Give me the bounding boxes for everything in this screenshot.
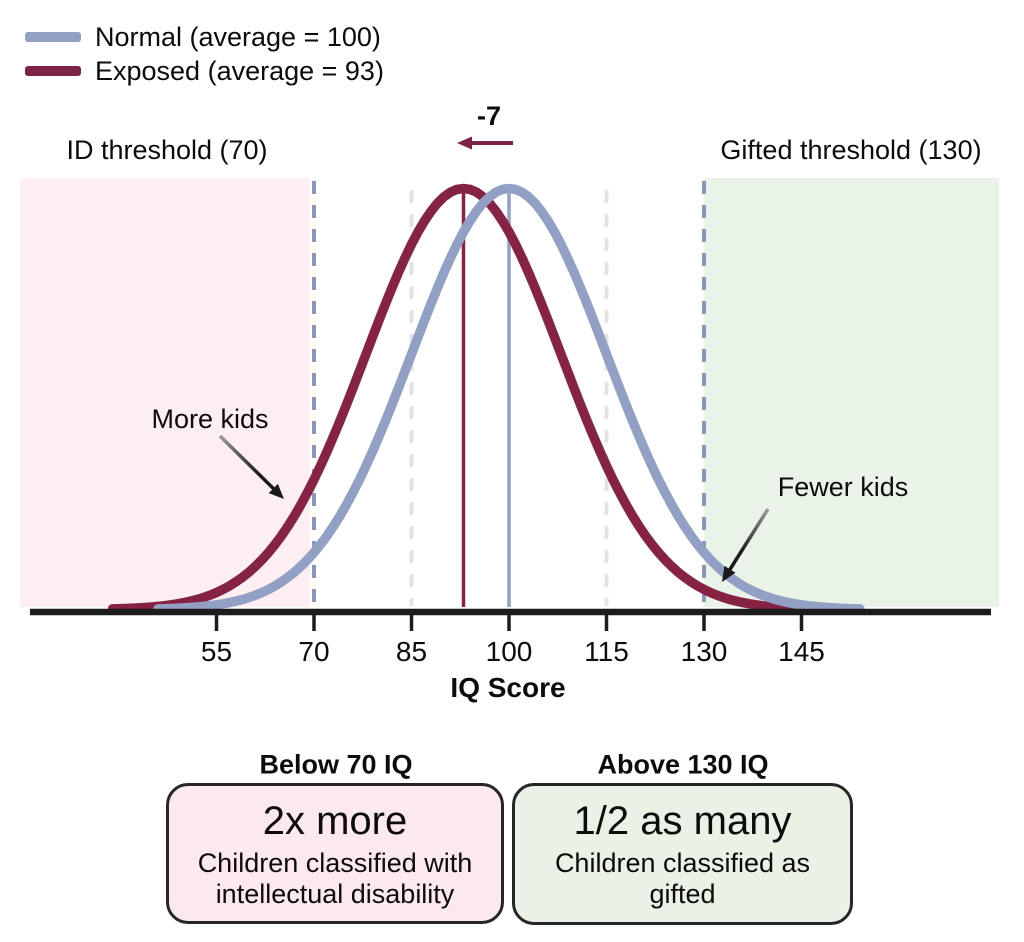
id-threshold-label: ID threshold (70) <box>66 135 268 165</box>
axis-tick-label-145: 145 <box>778 636 825 667</box>
legend-swatch-exposed <box>25 66 81 76</box>
distribution-chart <box>20 136 999 631</box>
fewer-kids-label: Fewer kids <box>777 472 909 502</box>
more-kids-arrow-line <box>218 434 279 494</box>
gifted-threshold-label: Gifted threshold (130) <box>720 135 982 165</box>
axis-tick-label-55: 55 <box>200 636 233 667</box>
curve-exposed <box>107 183 820 614</box>
card-heading-above-130: Above 130 IQ <box>597 749 769 780</box>
legend-label-normal: Normal (average = 100) <box>95 22 381 52</box>
legend-swatch-normal <box>25 32 81 42</box>
more-kids-label: More kids <box>151 404 269 434</box>
card-value: 2x more <box>262 798 408 843</box>
id-threshold-region <box>20 178 310 607</box>
axis-tick-label-100: 100 <box>485 636 533 667</box>
axis-tick-label-85: 85 <box>395 636 428 667</box>
card-description: Children classified as gifted <box>554 848 811 909</box>
fewer-kids-arrow-head <box>722 565 736 582</box>
axis-tick-label-70: 70 <box>298 636 330 667</box>
shift-arrow-head <box>457 136 472 150</box>
card-gifted: 1/2 as many Children classified as gifte… <box>512 783 853 925</box>
card-intellectual-disability: 2x more Children classified with intelle… <box>166 783 504 924</box>
x-axis-title: IQ Score <box>450 672 566 703</box>
axis-tick-label-115: 115 <box>584 636 629 667</box>
legend-label-exposed: Exposed (average = 93) <box>95 56 384 86</box>
axis-tick-label-130: 130 <box>680 636 728 667</box>
card-heading-below-70: Below 70 IQ <box>259 749 413 780</box>
card-description: Children classified with intellectual di… <box>197 847 473 909</box>
fewer-kids-arrow-line <box>725 508 770 576</box>
card-value: 1/2 as many <box>573 799 792 843</box>
more-kids-arrow-head <box>268 483 284 499</box>
mean-shift-label: -7 <box>476 101 502 131</box>
curve-normal <box>153 183 865 614</box>
